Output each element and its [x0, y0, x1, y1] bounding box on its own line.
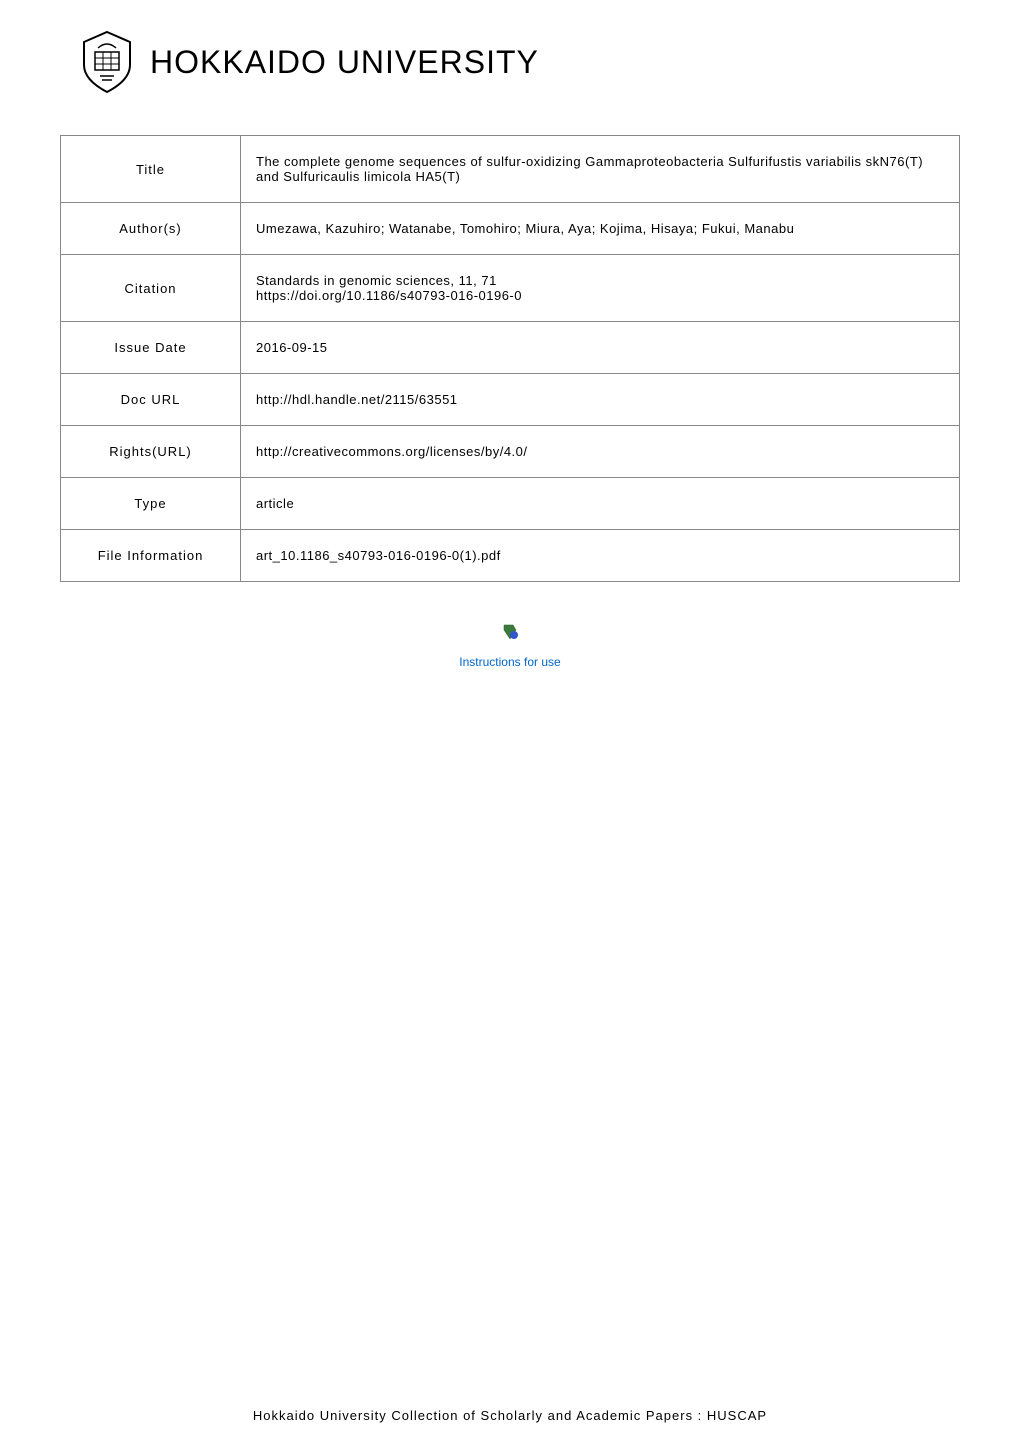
- metadata-table: Title The complete genome sequences of s…: [60, 135, 960, 582]
- table-row: Issue Date 2016-09-15: [61, 322, 960, 374]
- metadata-value: 2016-09-15: [241, 322, 960, 374]
- metadata-tbody: Title The complete genome sequences of s…: [61, 136, 960, 582]
- metadata-label: Type: [61, 478, 241, 530]
- page-footer: Hokkaido University Collection of Schola…: [0, 1408, 1020, 1423]
- metadata-value: article: [241, 478, 960, 530]
- metadata-label: Citation: [61, 255, 241, 322]
- metadata-value: Standards in genomic sciences, 11, 71 ht…: [241, 255, 960, 322]
- metadata-label: File Information: [61, 530, 241, 582]
- download-icon: [500, 622, 520, 642]
- metadata-value: Umezawa, Kazuhiro; Watanabe, Tomohiro; M…: [241, 203, 960, 255]
- metadata-label: Author(s): [61, 203, 241, 255]
- metadata-label: Title: [61, 136, 241, 203]
- table-row: Author(s) Umezawa, Kazuhiro; Watanabe, T…: [61, 203, 960, 255]
- table-row: Rights(URL) http://creativecommons.org/l…: [61, 426, 960, 478]
- table-row: Type article: [61, 478, 960, 530]
- metadata-value: The complete genome sequences of sulfur-…: [241, 136, 960, 203]
- university-name: HOKKAIDO UNIVERSITY: [150, 44, 539, 81]
- table-row: Doc URL http://hdl.handle.net/2115/63551: [61, 374, 960, 426]
- table-row: File Information art_10.1186_s40793-016-…: [61, 530, 960, 582]
- instructions-section: Instructions for use: [0, 622, 1020, 669]
- instructions-link[interactable]: Instructions for use: [0, 655, 1020, 669]
- university-logo: [80, 30, 135, 95]
- metadata-label: Doc URL: [61, 374, 241, 426]
- table-row: Title The complete genome sequences of s…: [61, 136, 960, 203]
- metadata-label: Rights(URL): [61, 426, 241, 478]
- page-header: HOKKAIDO UNIVERSITY: [0, 0, 1020, 115]
- metadata-value: art_10.1186_s40793-016-0196-0(1).pdf: [241, 530, 960, 582]
- metadata-value: http://hdl.handle.net/2115/63551: [241, 374, 960, 426]
- metadata-value: http://creativecommons.org/licenses/by/4…: [241, 426, 960, 478]
- table-row: Citation Standards in genomic sciences, …: [61, 255, 960, 322]
- metadata-label: Issue Date: [61, 322, 241, 374]
